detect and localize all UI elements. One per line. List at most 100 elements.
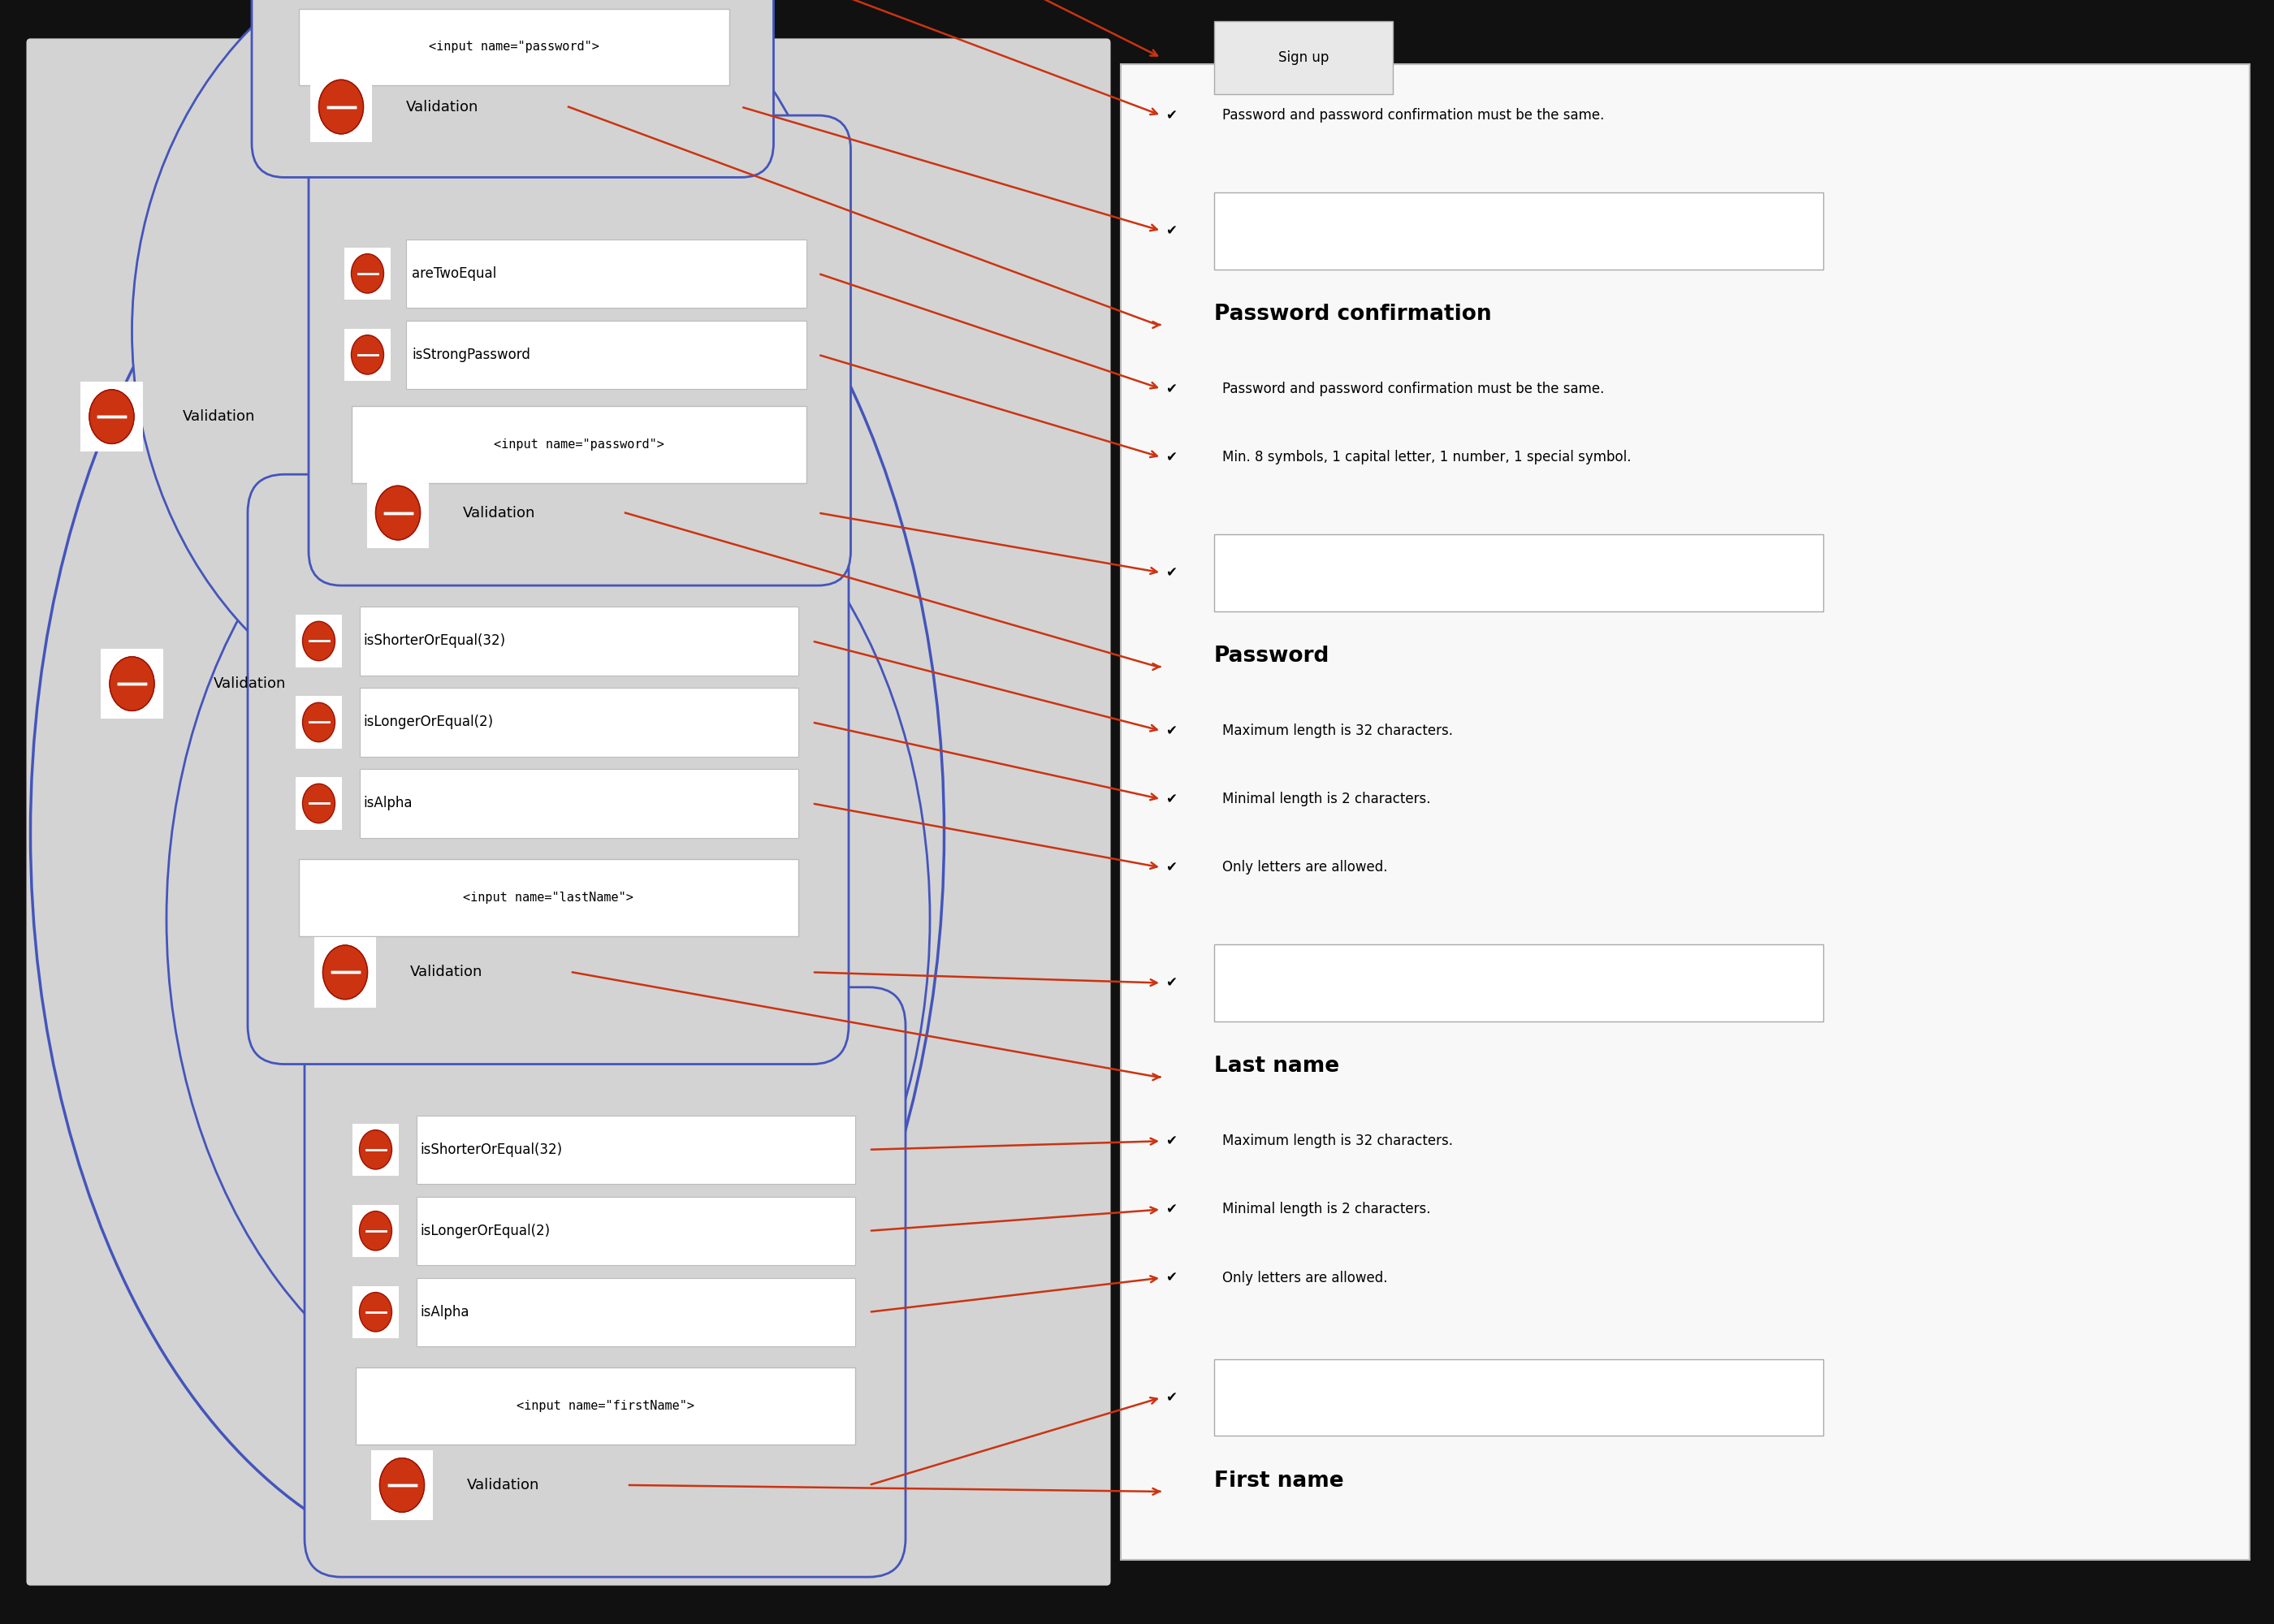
Text: Password: Password [1214, 645, 1330, 666]
Ellipse shape [380, 1458, 425, 1512]
Text: isLongerOrEqual(2): isLongerOrEqual(2) [421, 1223, 550, 1237]
Text: Password and password confirmation must be the same.: Password and password confirmation must … [1223, 382, 1603, 396]
Text: Minimal length is 2 characters.: Minimal length is 2 characters. [1223, 1202, 1430, 1216]
FancyBboxPatch shape [1214, 534, 1824, 611]
Text: isAlpha: isAlpha [364, 796, 412, 810]
Ellipse shape [375, 486, 421, 539]
Text: Only letters are allowed.: Only letters are allowed. [1223, 1270, 1387, 1285]
Text: ✔: ✔ [1164, 109, 1176, 123]
FancyBboxPatch shape [352, 1205, 398, 1257]
FancyBboxPatch shape [355, 1367, 855, 1444]
Ellipse shape [109, 656, 155, 711]
Text: isLongerOrEqual(2): isLongerOrEqual(2) [364, 715, 493, 729]
FancyBboxPatch shape [248, 474, 848, 1064]
FancyBboxPatch shape [1214, 1359, 1824, 1436]
Text: ✔: ✔ [1164, 1134, 1176, 1148]
Ellipse shape [30, 96, 944, 1570]
FancyBboxPatch shape [416, 1197, 855, 1265]
Text: Only letters are allowed.: Only letters are allowed. [1223, 861, 1387, 875]
Ellipse shape [359, 1293, 391, 1332]
Text: <input name="lastName">: <input name="lastName"> [464, 892, 634, 903]
Ellipse shape [89, 390, 134, 443]
Text: ✔: ✔ [1164, 224, 1176, 239]
FancyBboxPatch shape [296, 778, 341, 830]
Ellipse shape [375, 486, 421, 539]
Text: <input name="firstName">: <input name="firstName"> [516, 1400, 694, 1413]
FancyBboxPatch shape [27, 39, 1110, 1585]
Text: Validation: Validation [464, 505, 534, 520]
Text: ✔: ✔ [1164, 450, 1176, 464]
Ellipse shape [318, 80, 364, 133]
FancyBboxPatch shape [298, 8, 730, 86]
Text: Validation: Validation [214, 677, 287, 692]
Text: isShorterOrEqual(32): isShorterOrEqual(32) [421, 1142, 562, 1156]
Text: ✔: ✔ [1164, 1202, 1176, 1216]
Ellipse shape [302, 703, 334, 742]
Ellipse shape [302, 784, 334, 823]
FancyBboxPatch shape [80, 382, 143, 451]
Text: Minimal length is 2 characters.: Minimal length is 2 characters. [1223, 793, 1430, 807]
FancyBboxPatch shape [252, 0, 773, 177]
Ellipse shape [359, 1130, 391, 1169]
FancyBboxPatch shape [350, 406, 805, 482]
FancyBboxPatch shape [309, 115, 850, 586]
Text: <input name="password">: <input name="password"> [493, 438, 664, 450]
Text: Maximum length is 32 characters.: Maximum length is 32 characters. [1223, 724, 1453, 737]
Text: ✔: ✔ [1164, 976, 1176, 991]
Text: ✔: ✔ [1164, 1270, 1176, 1285]
Text: isShorterOrEqual(32): isShorterOrEqual(32) [364, 633, 505, 648]
Text: <input name="password">: <input name="password"> [428, 41, 598, 54]
FancyBboxPatch shape [1121, 63, 2249, 1561]
Text: Last name: Last name [1214, 1056, 1339, 1077]
Text: Maximum length is 32 characters.: Maximum length is 32 characters. [1223, 1134, 1453, 1148]
Ellipse shape [132, 0, 844, 737]
FancyBboxPatch shape [359, 770, 798, 838]
Ellipse shape [359, 1212, 391, 1250]
FancyBboxPatch shape [407, 239, 805, 307]
Text: Password and password confirmation must be the same.: Password and password confirmation must … [1223, 109, 1603, 123]
FancyBboxPatch shape [296, 697, 341, 749]
Text: Min. 8 symbols, 1 capital letter, 1 number, 1 special symbol.: Min. 8 symbols, 1 capital letter, 1 numb… [1223, 450, 1630, 464]
Ellipse shape [318, 80, 364, 133]
Text: isStrongPassword: isStrongPassword [412, 348, 530, 362]
Text: Sign up: Sign up [1278, 50, 1328, 65]
FancyBboxPatch shape [366, 477, 430, 547]
FancyBboxPatch shape [296, 615, 341, 667]
Text: Validation: Validation [182, 409, 255, 424]
Text: ✔: ✔ [1164, 861, 1176, 875]
Ellipse shape [323, 945, 368, 999]
Text: Validation: Validation [466, 1478, 539, 1492]
FancyBboxPatch shape [305, 987, 905, 1577]
FancyBboxPatch shape [1214, 945, 1824, 1021]
Ellipse shape [109, 656, 155, 711]
Text: Validation: Validation [409, 965, 482, 979]
FancyBboxPatch shape [371, 1450, 432, 1520]
FancyBboxPatch shape [1214, 192, 1824, 270]
Ellipse shape [350, 335, 384, 375]
Text: ✔: ✔ [1164, 793, 1176, 807]
FancyBboxPatch shape [359, 607, 798, 676]
FancyBboxPatch shape [359, 689, 798, 757]
Ellipse shape [166, 406, 930, 1432]
Ellipse shape [350, 253, 384, 294]
FancyBboxPatch shape [1214, 21, 1392, 94]
FancyBboxPatch shape [416, 1278, 855, 1346]
Text: areTwoEqual: areTwoEqual [412, 266, 496, 281]
FancyBboxPatch shape [416, 1116, 855, 1184]
Ellipse shape [323, 945, 368, 999]
Text: ✔: ✔ [1164, 565, 1176, 580]
Ellipse shape [89, 390, 134, 443]
Text: Password confirmation: Password confirmation [1214, 304, 1492, 325]
FancyBboxPatch shape [309, 71, 373, 141]
FancyBboxPatch shape [298, 859, 798, 935]
Ellipse shape [380, 1458, 425, 1512]
FancyBboxPatch shape [314, 937, 375, 1007]
FancyBboxPatch shape [343, 247, 391, 299]
Text: isAlpha: isAlpha [421, 1304, 468, 1319]
Text: ✔: ✔ [1164, 724, 1176, 737]
Text: First name: First name [1214, 1470, 1344, 1491]
FancyBboxPatch shape [352, 1124, 398, 1176]
Text: ✔: ✔ [1164, 382, 1176, 396]
FancyBboxPatch shape [352, 1286, 398, 1338]
Text: Validation: Validation [407, 99, 478, 114]
